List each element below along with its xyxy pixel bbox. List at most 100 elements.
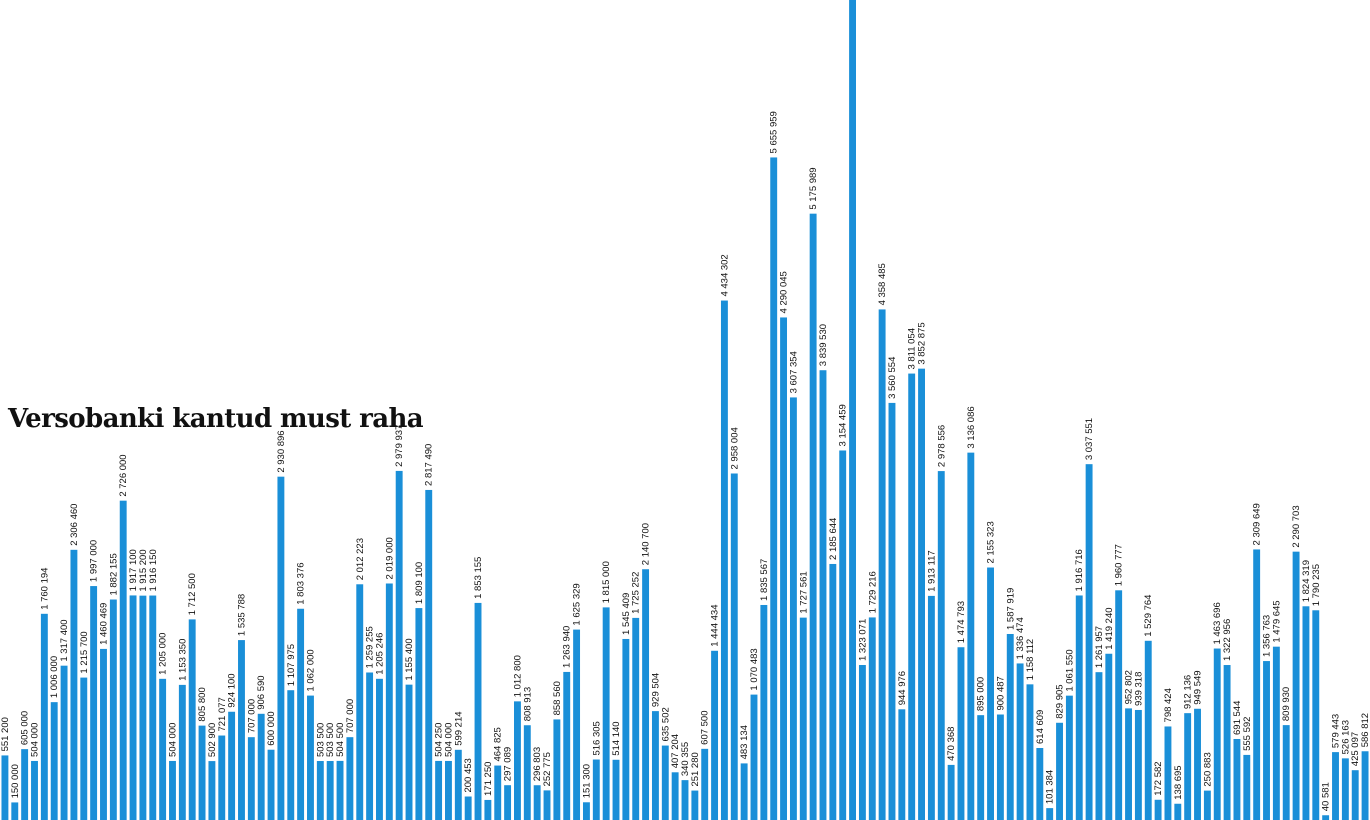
bar (109, 599, 117, 820)
bar (484, 799, 492, 820)
bar (632, 617, 640, 820)
bar (257, 713, 265, 820)
bar (346, 737, 354, 820)
data-label: 1 915 200 (138, 549, 149, 591)
data-label: 504 000 (167, 723, 178, 757)
data-label: 555 592 (1242, 717, 1253, 751)
data-label: 1 205 246 (374, 633, 385, 675)
data-label: 1 107 975 (286, 644, 297, 686)
bar (188, 619, 196, 820)
data-label: 151 300 (581, 764, 592, 798)
data-label: 101 384 (1045, 770, 1056, 804)
data-label: 1 815 000 (601, 561, 612, 603)
bar (888, 402, 896, 820)
data-label: 1 625 329 (572, 583, 583, 625)
data-label: 1 460 469 (98, 603, 109, 645)
bar (208, 761, 216, 820)
data-label: 600 000 (266, 711, 277, 745)
bar (651, 711, 659, 820)
data-label: 1 545 409 (621, 593, 632, 635)
data-label: 1 882 155 (108, 553, 119, 595)
data-label: 1 479 645 (1271, 600, 1282, 642)
data-label: 2 012 223 (355, 538, 366, 580)
data-label: 2 930 896 (276, 430, 287, 472)
bar (977, 715, 985, 820)
bar (592, 759, 600, 820)
data-label: 1 263 940 (562, 626, 573, 668)
data-label: 809 930 (1281, 687, 1292, 721)
bar (573, 629, 581, 820)
data-label: 1 727 561 (798, 571, 809, 613)
bar (602, 607, 610, 820)
data-label: 3 852 875 (917, 322, 928, 364)
data-label: 614 609 (1035, 710, 1046, 744)
bar (1312, 610, 1320, 820)
bar (287, 690, 295, 820)
bar (1134, 709, 1142, 820)
data-label: 691 544 (1232, 701, 1243, 735)
data-label: 949 549 (1193, 670, 1204, 704)
bar (1085, 464, 1093, 820)
bar (454, 749, 462, 820)
bar (50, 702, 58, 820)
data-label: 808 913 (522, 687, 533, 721)
bar (326, 761, 334, 820)
data-label: 1 153 350 (177, 639, 188, 681)
bar (947, 764, 955, 820)
bar (336, 760, 344, 820)
bar (1095, 672, 1103, 820)
data-label: 829 905 (1055, 684, 1066, 718)
data-label: 4 434 302 (719, 254, 730, 296)
bar (129, 595, 137, 820)
data-label: 3 154 459 (838, 404, 849, 446)
bar (100, 648, 107, 820)
data-label: 2 978 556 (936, 425, 947, 467)
bar (425, 489, 433, 820)
data-label: 707 000 (246, 699, 257, 733)
data-label: 4 358 485 (877, 263, 888, 305)
data-label: 150 000 (10, 764, 21, 798)
data-label: 1 322 956 (1222, 619, 1233, 661)
data-label: 707 000 (345, 699, 356, 733)
bar (1351, 770, 1359, 820)
data-label: 526 163 (1340, 720, 1351, 754)
data-label: 1 336 474 (1015, 617, 1026, 659)
data-label: 1 835 567 (759, 559, 770, 601)
data-label: 464 825 (493, 727, 504, 761)
bar (1292, 551, 1300, 820)
data-label: 1 529 764 (1143, 595, 1154, 637)
data-label: 906 590 (256, 675, 267, 709)
data-label: 1 419 240 (1104, 607, 1115, 649)
bar (70, 549, 78, 820)
data-label: 579 443 (1331, 714, 1342, 748)
bar (119, 500, 127, 820)
data-label: 939 318 (1133, 672, 1144, 706)
bar (543, 790, 551, 820)
bar (799, 617, 807, 820)
bar (750, 694, 758, 820)
data-label: 1 712 500 (187, 573, 198, 615)
bar (1056, 722, 1063, 820)
data-label: 340 355 (680, 742, 691, 776)
data-label: 1 535 788 (236, 594, 247, 636)
bar (1105, 653, 1113, 820)
data-label: 2 155 323 (986, 521, 997, 563)
bar (376, 678, 383, 820)
data-label: 516 305 (591, 721, 602, 755)
data-label: 1 259 255 (365, 626, 376, 668)
bar (1243, 754, 1251, 820)
bar (11, 802, 19, 820)
data-label: 3 037 551 (1084, 418, 1095, 460)
data-label: 1 587 919 (1005, 588, 1016, 630)
bar (366, 672, 374, 820)
bar (819, 370, 827, 820)
data-label: 1 317 400 (59, 619, 70, 661)
data-label: 1 916 716 (1074, 549, 1085, 591)
data-label: 1 006 000 (49, 656, 60, 698)
data-label: 1 261 957 (1094, 626, 1105, 668)
bar (523, 725, 531, 820)
data-label: 502 900 (207, 723, 218, 757)
data-label: 1 853 155 (473, 557, 484, 599)
bar (780, 317, 788, 820)
